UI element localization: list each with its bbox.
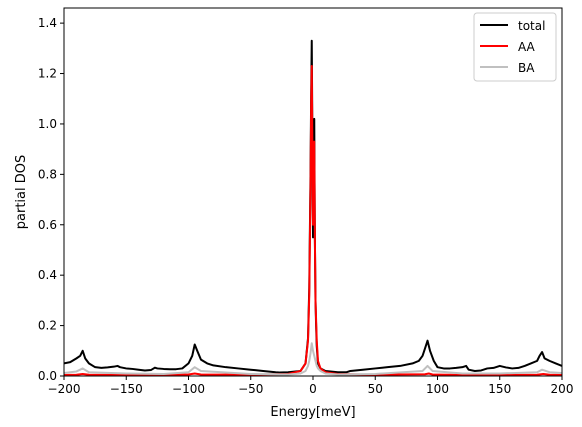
x-axis-label: Energy[meV] xyxy=(270,405,355,420)
x-tick-label: 150 xyxy=(488,382,511,396)
plot-series xyxy=(64,39,562,376)
x-tick-label: −150 xyxy=(110,382,143,396)
series-line-ba xyxy=(64,342,562,376)
x-tick-label: 100 xyxy=(426,382,449,396)
legend-box xyxy=(473,12,557,82)
legend: total AA BA xyxy=(473,12,557,82)
y-axis-label: partial DOS xyxy=(14,155,29,229)
legend-label-ba: BA xyxy=(518,61,535,75)
y-tick-label: 0.6 xyxy=(38,218,57,232)
y-tick-label: 1.2 xyxy=(38,67,57,81)
x-tick-label: −200 xyxy=(48,382,81,396)
x-tick-label: 200 xyxy=(551,382,574,396)
axis-ticks: −200 −150 −100 −50 0 50 100 150 200 0.0 0.2 0.4 0.6 0… xyxy=(38,16,574,396)
y-tick-label: 0.4 xyxy=(38,268,57,282)
series-line-aa xyxy=(64,64,562,376)
x-tick-label: −100 xyxy=(172,382,205,396)
y-tick-label: 0.0 xyxy=(38,369,57,383)
y-tick-label: 1.0 xyxy=(38,117,57,131)
x-tick-label: −50 xyxy=(238,382,263,396)
legend-label-aa: AA xyxy=(518,40,536,54)
legend-label-total: total xyxy=(518,19,545,33)
x-tick-label: 0 xyxy=(309,382,317,396)
x-tick-label: 50 xyxy=(368,382,383,396)
y-tick-label: 1.4 xyxy=(38,16,57,30)
y-tick-label: 0.8 xyxy=(38,167,57,181)
y-tick-label: 0.2 xyxy=(38,319,57,333)
